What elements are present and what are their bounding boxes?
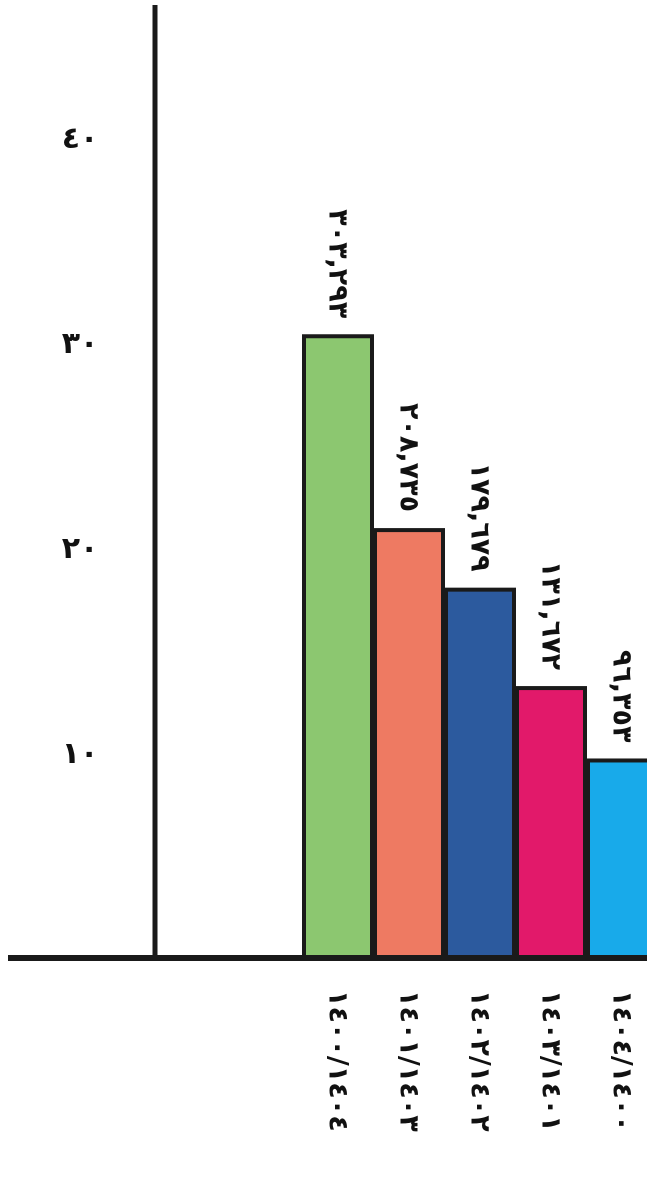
data-label: ٩٦,٣٥٣ xyxy=(607,650,638,743)
y-tick-label: ٢٠ xyxy=(62,531,99,566)
y-tick-label: ١٠ xyxy=(62,736,99,771)
bar xyxy=(515,686,587,960)
x-tick-label: ١٤٠٣/١٤٠١ xyxy=(536,990,567,1132)
data-label: ٢٠٨,٧٣٥ xyxy=(394,403,425,512)
y-tick-label: ٣٠ xyxy=(62,326,99,361)
data-labels: ٣٠٣,٢٩٣ ٢٠٨,٧٣٥ ١٧٩,٦٧٩ ١٣١,٦٧٢ ٩٦,٣٥٣ xyxy=(323,209,638,743)
bar xyxy=(586,758,647,961)
x-axis-tick-labels: ١٤٠٠/١٤٠٤ ١٤٠١/١٤٠٣ ١٤٠٢/١٤٠٢ ١٤٠٣/١٤٠١ ١٤٠٤… xyxy=(323,990,638,1132)
x-tick-label: ١٤٠١/١٤٠٣ xyxy=(394,990,425,1132)
y-tick-label: ٤٠ xyxy=(62,121,99,156)
data-label: ٣٠٣,٢٩٣ xyxy=(323,209,354,319)
data-label: ١٣١,٦٧٢ xyxy=(536,561,567,671)
bar xyxy=(444,587,516,960)
bars xyxy=(302,334,647,961)
y-axis-tick-labels: ١٠ ٢٠ ٣٠ ٤٠ xyxy=(62,121,99,771)
x-tick-label: ١٤٠٤/١٤٠٠ xyxy=(607,990,638,1132)
data-label: ١٧٩,٦٧٩ xyxy=(465,463,496,572)
x-tick-label: ١٤٠٠/١٤٠٤ xyxy=(323,990,354,1132)
bar xyxy=(302,334,374,961)
x-tick-label: ١٤٠٢/١٤٠٢ xyxy=(465,990,496,1132)
bar xyxy=(373,528,445,960)
